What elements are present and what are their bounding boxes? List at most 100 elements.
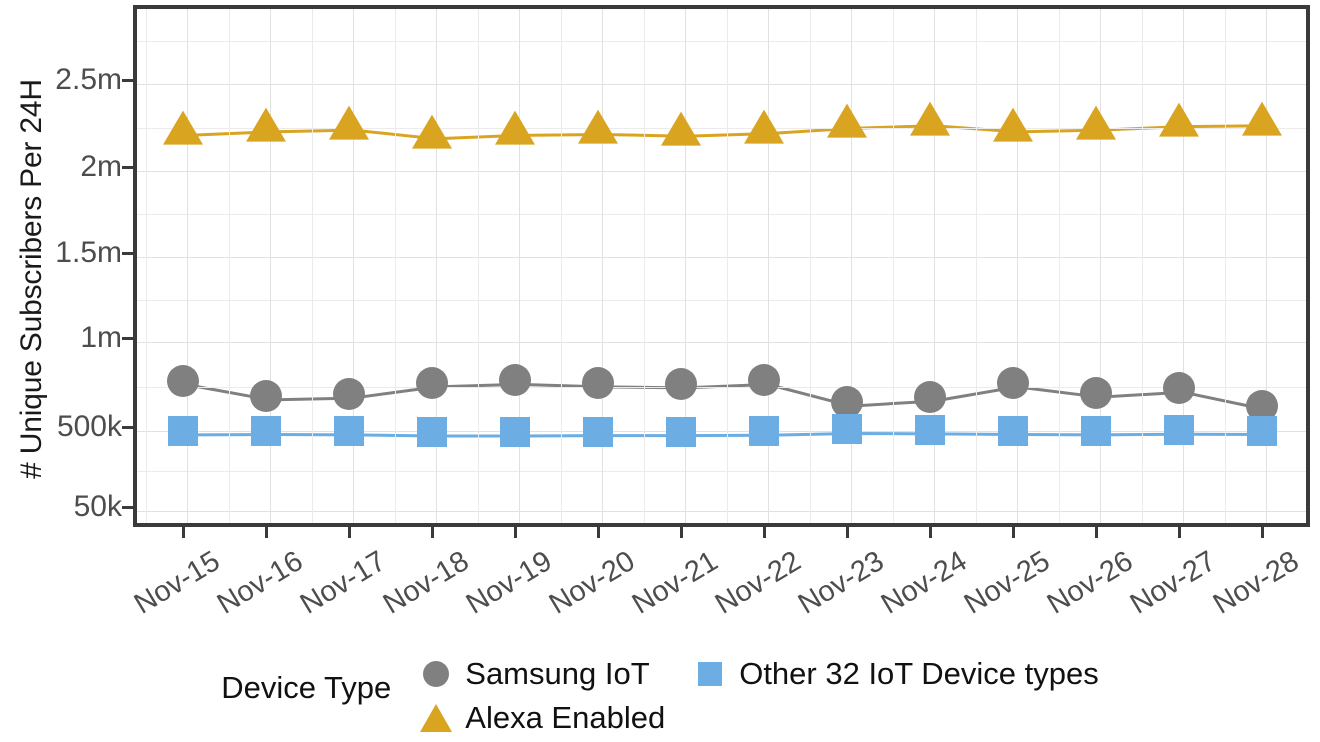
legend-item-label: Samsung IoT bbox=[465, 656, 650, 691]
y-axis-tick bbox=[122, 506, 133, 509]
legend-item-samsung-iot[interactable]: Samsung IoT bbox=[419, 654, 665, 694]
data-point-marker bbox=[251, 415, 281, 446]
y-axis-tick-label: 2.5m bbox=[55, 63, 122, 96]
gridline-major-vertical bbox=[768, 9, 769, 523]
data-point-marker bbox=[665, 367, 697, 400]
data-point-marker bbox=[246, 107, 286, 142]
gridline-minor-vertical bbox=[228, 9, 230, 523]
gridline-minor-vertical bbox=[1308, 9, 1309, 523]
plot-panel bbox=[133, 5, 1310, 527]
legend-item-other-32-iot-device-types[interactable]: Other 32 IoT Device types bbox=[693, 654, 1099, 694]
data-point-marker bbox=[748, 364, 780, 397]
gridline-major-horizontal bbox=[137, 431, 1306, 432]
x-axis-tick-label: Nov-22 bbox=[709, 545, 807, 621]
gridline-major-horizontal bbox=[137, 511, 1306, 512]
data-point-marker bbox=[827, 103, 867, 138]
gridline-major-vertical bbox=[270, 9, 271, 523]
data-point-marker bbox=[832, 414, 862, 445]
data-point-marker bbox=[1081, 415, 1111, 446]
data-point-marker bbox=[495, 110, 535, 145]
gridline-minor-vertical bbox=[643, 9, 645, 523]
legend-key-glyph bbox=[698, 662, 723, 686]
data-point-marker bbox=[993, 107, 1033, 142]
gridline-minor-vertical bbox=[1224, 9, 1226, 523]
data-point-marker bbox=[910, 101, 950, 136]
data-point-marker bbox=[661, 111, 701, 146]
legend-column-left: Samsung IoT Alexa Enabled bbox=[419, 650, 665, 738]
gridline-minor-vertical bbox=[726, 9, 728, 523]
y-axis-tick bbox=[122, 426, 133, 429]
y-axis-tick-label: 1.5m bbox=[55, 236, 122, 269]
data-point-marker bbox=[333, 378, 365, 411]
gridline-major-vertical bbox=[851, 9, 852, 523]
gridline-major-vertical bbox=[519, 9, 520, 523]
legend-item-label: Other 32 IoT Device types bbox=[739, 656, 1099, 691]
legend-item-label: Alexa Enabled bbox=[465, 700, 666, 735]
gridline-minor-vertical bbox=[809, 9, 811, 523]
data-point-marker bbox=[329, 105, 369, 140]
legend-key-glyph bbox=[423, 661, 450, 687]
y-axis-tick-label: 50k bbox=[73, 490, 122, 523]
gridline-minor-vertical bbox=[892, 9, 894, 523]
data-point-marker bbox=[499, 364, 531, 397]
legend-item-alexa-enabled[interactable]: Alexa Enabled bbox=[419, 698, 665, 738]
data-point-marker bbox=[1159, 102, 1199, 137]
y-axis-tick bbox=[122, 166, 133, 169]
gridline-minor-horizontal bbox=[137, 127, 1306, 129]
data-point-marker bbox=[334, 415, 364, 446]
data-point-marker bbox=[831, 386, 863, 419]
gridline-major-vertical bbox=[436, 9, 437, 523]
data-point-marker bbox=[749, 416, 779, 447]
x-axis-tick bbox=[1095, 527, 1098, 538]
gridline-major-vertical bbox=[934, 9, 935, 523]
data-point-marker bbox=[915, 414, 945, 445]
y-axis-tick bbox=[122, 337, 133, 340]
gridline-minor-horizontal bbox=[137, 471, 1306, 472]
gridline-major-vertical bbox=[602, 9, 603, 523]
x-axis-tick-label: Nov-23 bbox=[792, 545, 890, 621]
x-axis-tick-label: Nov-20 bbox=[543, 545, 641, 621]
x-axis-tick-label: Nov-27 bbox=[1124, 545, 1222, 621]
y-axis-tick-label: 2m bbox=[80, 150, 122, 183]
gridline-minor-vertical bbox=[1141, 9, 1143, 523]
data-point-marker bbox=[417, 416, 447, 447]
data-point-marker bbox=[1076, 105, 1116, 140]
gridline-minor-vertical bbox=[311, 9, 313, 523]
x-axis-tick-label: Nov-24 bbox=[875, 545, 973, 621]
x-axis-tick-label: Nov-16 bbox=[211, 545, 309, 621]
series-lines bbox=[186, 124, 1267, 438]
legend-column-right: Other 32 IoT Device types bbox=[693, 650, 1099, 694]
y-axis-tick bbox=[122, 252, 133, 255]
gridline-minor-horizontal bbox=[137, 41, 1306, 42]
y-axis-tick-label: 1m bbox=[80, 321, 122, 354]
x-axis-tick bbox=[929, 527, 932, 538]
x-axis-tick bbox=[265, 527, 268, 538]
legend: Device Type Samsung IoT Alexa Enabled Oth… bbox=[0, 650, 1320, 740]
x-axis-tick-label: Nov-28 bbox=[1207, 545, 1305, 621]
gridline-minor-vertical bbox=[145, 9, 147, 523]
data-point-marker bbox=[744, 109, 784, 144]
legend-key-glyph bbox=[420, 704, 453, 732]
square-marker-icon bbox=[693, 657, 727, 691]
data-point-marker bbox=[1242, 101, 1282, 136]
data-point-marker bbox=[412, 114, 452, 149]
gridline-major-vertical bbox=[1266, 9, 1267, 523]
data-point-marker bbox=[1247, 415, 1277, 446]
y-axis-title: # Unique Subscribers Per 24H bbox=[15, 79, 48, 479]
legend-title: Device Type bbox=[221, 670, 392, 705]
plot-area bbox=[137, 9, 1306, 523]
data-point-marker bbox=[582, 366, 614, 399]
gridline-minor-horizontal bbox=[137, 299, 1306, 301]
x-axis-tick-label: Nov-25 bbox=[958, 545, 1056, 621]
data-point-marker bbox=[250, 379, 282, 412]
gridline-major-vertical bbox=[353, 9, 354, 523]
gridline-major-horizontal bbox=[137, 171, 1306, 172]
gridline-major-vertical bbox=[1100, 9, 1101, 523]
x-axis-tick bbox=[514, 527, 517, 538]
data-point-marker bbox=[666, 416, 696, 447]
gridline-minor-vertical bbox=[975, 9, 977, 523]
x-axis-tick bbox=[763, 527, 766, 538]
gridline-major-vertical bbox=[187, 9, 188, 523]
x-axis-tick bbox=[1012, 527, 1015, 538]
